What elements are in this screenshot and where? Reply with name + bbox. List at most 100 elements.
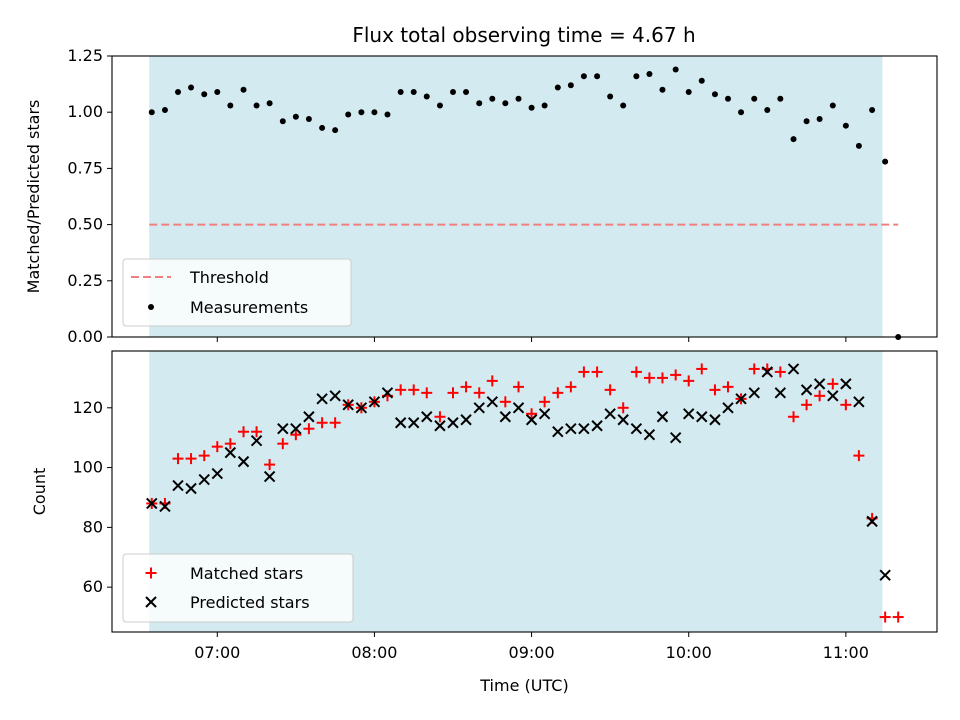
bottom-x-tick-label: 08:00 (351, 643, 397, 662)
predicted-star-point (525, 414, 538, 426)
measurement-point (580, 73, 587, 80)
measurement-point (305, 115, 312, 122)
measurement-point (240, 86, 247, 93)
matched-star-point (591, 366, 603, 378)
predicted-star-point (434, 420, 446, 432)
bottom-y-axis-ticks: 60 80 100 120 (72, 398, 112, 596)
predicted-star-point (552, 426, 564, 438)
matched-star-point (460, 381, 472, 393)
predicted-star-point (499, 411, 512, 423)
measurement-point (476, 100, 483, 107)
measurement-point (227, 102, 234, 109)
measurement-point (790, 136, 797, 143)
measurement-point (358, 109, 365, 116)
top-y-axis-label: Matched/Predicted stars (24, 100, 43, 294)
predicted-star-point (421, 411, 433, 423)
predicted-star-point (813, 378, 826, 390)
bottom-legend: Matched stars Predicted stars (122, 553, 354, 623)
matched-star-point (395, 384, 407, 396)
matched-star-point (539, 396, 551, 408)
measurement-point (253, 102, 260, 109)
bottom-y-tick-label: 120 (72, 398, 103, 417)
matched-star-point (696, 363, 708, 375)
bottom-x-tick-label: 11:00 (823, 643, 869, 662)
measurement-point (345, 111, 352, 118)
matched-star-point (264, 459, 276, 471)
matched-star-point (526, 408, 538, 420)
x-axis-label: Time (UTC) (479, 676, 568, 695)
measurement-point (554, 84, 561, 91)
bottom-x-tick-label: 07:00 (194, 643, 240, 662)
measurement-point (646, 70, 653, 77)
measurement-point (842, 122, 849, 129)
predicted-star-point (486, 396, 498, 408)
predicted-star-point (460, 414, 472, 426)
matched-star-point (224, 438, 236, 450)
top-y-tick-label: 0.50 (67, 215, 103, 234)
measurement-point (738, 109, 745, 116)
predicted-star-point (683, 408, 695, 420)
legend-threshold-label: Threshold (189, 268, 269, 287)
top-y-tick-label: 1.00 (67, 102, 103, 121)
matched-star-point (290, 429, 302, 441)
measurement-point (567, 82, 574, 89)
legend-predicted-marker (145, 596, 157, 608)
matched-star-point (748, 363, 760, 375)
predicted-star-points (146, 363, 891, 581)
measurement-point (188, 84, 195, 91)
predicted-star-point (290, 423, 302, 435)
measurement-point (279, 118, 286, 125)
predicted-star-point (669, 431, 682, 444)
predicted-star-point (827, 390, 839, 402)
measurement-point (829, 102, 836, 109)
measurement-point (620, 102, 627, 109)
predicted-star-point (512, 402, 525, 414)
matched-star-point (892, 611, 904, 623)
legend-matched-label: Matched stars (190, 564, 303, 583)
matched-star-point (788, 411, 800, 423)
top-legend: Threshold Measurements (122, 258, 352, 327)
predicted-star-point (879, 569, 891, 581)
chart-title: Flux total observing time = 4.67 h (352, 23, 695, 47)
measurement-point (594, 73, 601, 80)
matched-star-point (853, 450, 865, 462)
top-axes-frame (111, 55, 938, 338)
bottom-y-axis-label: Count (30, 468, 49, 516)
count-panel: 60 80 100 120 07:00 08:00 09:00 10:00 11:00 Cou… (30, 350, 938, 695)
measurement-point (371, 109, 378, 116)
matched-star-point (198, 450, 210, 462)
predicted-star-point (656, 411, 669, 423)
bottom-legend-box (122, 553, 354, 623)
bottom-y-tick-label: 80 (83, 517, 103, 536)
matched-star-point (447, 387, 459, 399)
predicted-star-point (355, 402, 368, 414)
predicted-star-point (643, 428, 656, 441)
predicted-star-point (237, 455, 250, 468)
measurement-point (384, 111, 391, 118)
matched-star-point (211, 441, 223, 453)
measurement-point (816, 115, 823, 122)
bottom-x-axis-ticks: 07:00 08:00 09:00 10:00 11:00 (194, 632, 869, 662)
matched-star-point (185, 453, 197, 465)
predicted-star-point (185, 482, 197, 495)
measurement-point (266, 100, 273, 107)
bottom-axes-frame (111, 350, 938, 633)
predicted-star-point (303, 411, 315, 423)
top-y-tick-label: 0.00 (67, 327, 103, 346)
top-legend-box (122, 258, 352, 327)
predicted-star-point (408, 417, 420, 429)
matched-star-points (146, 363, 904, 623)
predicted-star-point (761, 366, 773, 378)
measurement-point (502, 100, 509, 107)
measurement-point (463, 88, 470, 95)
predicted-star-point (787, 363, 800, 375)
matched-star-point (840, 399, 852, 411)
predicted-star-point (709, 414, 721, 426)
predicted-star-point (316, 393, 328, 405)
bottom-y-tick-label: 60 (83, 577, 103, 596)
matched-star-point (814, 390, 826, 402)
predicted-star-point (447, 417, 459, 429)
predicted-star-point (159, 500, 171, 513)
matched-star-point (801, 399, 813, 411)
predicted-star-point (277, 423, 289, 435)
